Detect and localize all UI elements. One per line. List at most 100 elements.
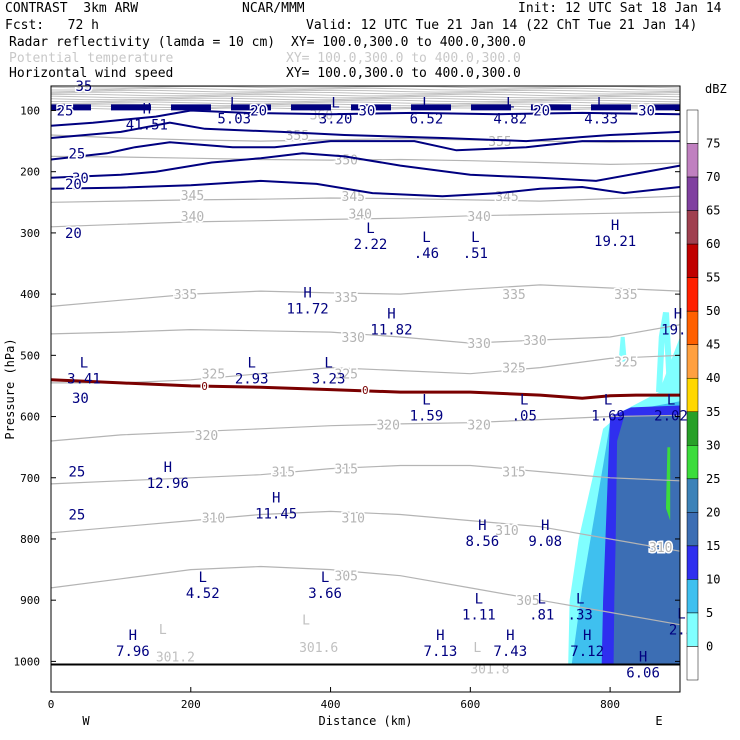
colorbar-swatch: [686, 210, 699, 245]
theta-contour-label: 335: [614, 288, 637, 303]
theta-contour-label: 355: [286, 129, 309, 144]
wind-speed-contour-label: 20: [533, 103, 550, 119]
theta-contour-label: 310: [202, 512, 225, 527]
colorbar-swatch: [686, 109, 699, 144]
theta-contour-line: [50, 195, 681, 203]
theta-contour-label: 301.8: [470, 663, 509, 678]
field-theta-label: Potential temperature: [9, 51, 174, 66]
extremum-value-label: .05: [512, 408, 537, 424]
y-tick-label: 1000: [14, 655, 41, 668]
extremum-marker: L: [422, 96, 430, 112]
extremum-value-label: .81: [529, 607, 554, 623]
wind-speed-contour-label: 25: [68, 146, 85, 162]
colorbar-level-label: 25: [706, 472, 720, 486]
colorbar-unit-label: dBZ: [705, 82, 727, 96]
theta-contour-label: 315: [272, 466, 295, 481]
extremum-marker: H: [674, 307, 682, 323]
extremum-marker: H: [639, 650, 647, 666]
theta-contour-label: 325: [335, 368, 358, 383]
wind-speed-contour-label: 25: [57, 103, 74, 119]
colorbar-level-label: 5: [706, 606, 713, 620]
colorbar-swatch: [686, 445, 699, 480]
theta-contour-label: 301.2: [156, 650, 195, 665]
x-tick-label: 600: [460, 698, 480, 711]
extremum-marker: L: [677, 607, 685, 623]
wind-speed-contour: [50, 152, 681, 182]
theta-contour-label: 305: [516, 594, 539, 609]
reflectivity-streak: [656, 311, 673, 393]
extremum-value-label: 1.69: [591, 408, 625, 424]
theta-contour-label: 345: [342, 190, 365, 205]
reflectivity-area-30dbz: [666, 447, 671, 521]
colorbar-swatch: [686, 512, 699, 547]
x-tick-label: 200: [181, 698, 201, 711]
extremum-value-label: 7.12: [570, 644, 604, 660]
extremum-value-label: 2.93: [235, 372, 269, 388]
theta-contour-line: [50, 510, 681, 552]
extremum-value-label: .51: [463, 246, 488, 262]
y-tick-label: 100: [20, 104, 40, 117]
extremum-value-label: 12.96: [147, 476, 189, 492]
theta-contour-line: [50, 565, 681, 626]
extremum-marker: L: [538, 591, 546, 607]
extremum-value-label: 3.66: [308, 586, 342, 602]
extremum-value-label: 4.33: [584, 112, 618, 128]
colorbar-level-label: 60: [706, 237, 720, 251]
extremum-marker: L: [230, 96, 238, 112]
extremum-marker: H: [164, 460, 172, 476]
theta-contour-line: [50, 93, 681, 97]
extremum-value-label: 7.96: [116, 644, 150, 660]
theta-contour-label: 330: [467, 337, 490, 352]
extremum-marker: L: [321, 570, 329, 586]
colorbar-level-label: 75: [706, 137, 720, 151]
theta-contour-line: [50, 97, 681, 101]
extremum-marker: L: [471, 230, 479, 246]
field-wind-xy: XY= 100.0,300.0 to 400.0,300.0: [286, 66, 521, 81]
extremum-marker: L: [199, 570, 207, 586]
theta-contour-label: 310: [649, 541, 672, 556]
freezing-level-label: 0: [201, 380, 208, 393]
extremum-value-label: 2.22: [354, 237, 388, 253]
freezing-level-line: [50, 378, 680, 400]
extremum-marker: H: [387, 307, 395, 323]
extremum-marker: H: [478, 518, 486, 534]
reflectivity-area-20dbz: [613, 415, 680, 665]
init-label: Init: 12 UTC Sat 18 Jan 14: [518, 1, 722, 16]
extremum-value-label: 19.7: [661, 323, 695, 339]
colorbar-swatch: [686, 579, 699, 614]
wind-speed-contour-label: 20: [65, 226, 82, 242]
freezing-level-label: 0: [362, 384, 369, 397]
colorbar-swatch: [686, 176, 699, 211]
theta-contour-label: 340: [181, 210, 204, 225]
extremum-marker: H: [143, 102, 151, 118]
theta-contour-label: 325: [202, 368, 225, 383]
y-tick-label: 500: [20, 349, 40, 362]
colorbar-level-label: 50: [706, 304, 720, 318]
colorbar-swatch: [686, 411, 699, 446]
extremum-marker: L: [366, 221, 374, 237]
extremum-marker: H: [506, 628, 514, 644]
theta-contour-label: 335: [174, 288, 197, 303]
x-tick-label: 0: [48, 698, 55, 711]
theta-contour-line: [50, 85, 681, 89]
extremum-value-label: .33: [568, 607, 593, 623]
y-axis-title: Pressure (hPa): [3, 338, 17, 439]
colorbar-swatch: [686, 545, 699, 580]
extremum-value-label: 3.20: [319, 112, 353, 128]
theta-contour-line: [50, 95, 681, 99]
extremum-marker: H: [129, 628, 137, 644]
extremum-marker: L: [576, 591, 584, 607]
extremum-marker: L: [331, 96, 339, 112]
theta-contour-label: 335: [335, 291, 358, 306]
theta-contour-line: [50, 211, 681, 228]
extremum-marker: H: [541, 518, 549, 534]
extremum-value-label: 7.13: [424, 644, 458, 660]
colorbar-level-label: 70: [706, 170, 720, 184]
extremum-value-label: .46: [414, 246, 439, 262]
x-axis-title: Distance (km): [319, 714, 413, 728]
wind-speed-contour-label: 25: [68, 465, 85, 481]
theta-contour-line: [50, 99, 681, 103]
extremum-marker: L: [597, 96, 605, 112]
theta-contour-line: [50, 91, 681, 95]
extremum-value-label: 7.43: [493, 644, 527, 660]
